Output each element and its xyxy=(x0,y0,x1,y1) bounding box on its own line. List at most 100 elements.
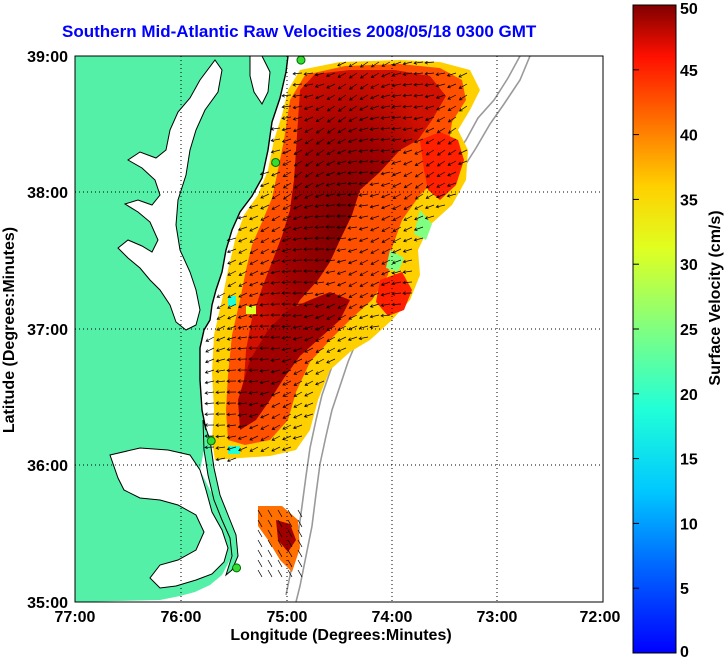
velocity-arrow xyxy=(337,127,347,133)
velocity-arrow xyxy=(314,247,325,251)
velocity-arrow xyxy=(281,347,292,352)
velocity-arrow xyxy=(325,292,336,298)
velocity-arrow xyxy=(337,314,347,320)
velocity-arrow xyxy=(413,61,424,65)
velocity-arrow xyxy=(358,203,369,208)
velocity-arrow xyxy=(314,204,325,208)
velocity-arrow xyxy=(414,138,424,144)
velocity-arrow xyxy=(359,72,369,79)
velocity-vectors xyxy=(204,60,468,578)
velocity-arrow xyxy=(259,171,270,176)
velocity-arrow xyxy=(303,72,314,76)
velocity-arrow xyxy=(237,226,248,231)
velocity-arrow xyxy=(457,160,468,166)
velocity-arrow xyxy=(304,138,314,145)
velocity-arrow xyxy=(271,182,281,188)
velocity-arrow xyxy=(248,346,259,350)
velocity-arrow xyxy=(314,269,325,274)
velocity-arrow xyxy=(336,259,347,264)
velocity-arrow xyxy=(337,292,347,298)
velocity-arrow xyxy=(435,72,446,77)
velocity-arrow xyxy=(336,160,347,165)
velocity-arrow xyxy=(249,237,259,243)
velocity-arrow xyxy=(270,259,281,264)
velocity-arrow xyxy=(249,270,259,276)
velocity-arrow xyxy=(270,324,281,328)
velocity-arrow xyxy=(348,314,358,320)
velocity-arrow xyxy=(392,204,402,210)
velocity-arrow xyxy=(370,281,380,287)
velocity-arrow xyxy=(348,127,358,133)
velocity-arrow xyxy=(215,358,226,363)
velocity-arrow xyxy=(458,83,468,89)
velocity-arrow xyxy=(349,83,358,90)
velocity-arrow xyxy=(281,237,292,242)
velocity-arrow xyxy=(297,559,303,568)
velocity-arrow xyxy=(424,60,435,65)
velocity-arrow xyxy=(248,292,259,297)
velocity-arrow xyxy=(281,248,292,253)
y-tick-label: 38:00 xyxy=(27,185,68,202)
velocity-arrow xyxy=(249,248,259,254)
velocity-arrow xyxy=(348,281,358,287)
velocity-arrow xyxy=(413,105,424,109)
velocity-arrow xyxy=(359,303,369,309)
velocity-arrow xyxy=(358,181,369,186)
y-tick-label: 39:00 xyxy=(27,49,68,66)
velocity-arrow xyxy=(204,369,215,374)
velocity-arrow xyxy=(370,259,380,265)
velocity-arrow xyxy=(380,126,391,131)
velocity-arrow xyxy=(358,149,369,153)
velocity-arrow xyxy=(260,446,270,452)
velocity-arrow xyxy=(358,170,369,175)
velocity-arrow xyxy=(304,127,314,133)
velocity-arrow xyxy=(369,182,380,187)
velocity-arrow xyxy=(303,291,314,296)
velocity-arrow xyxy=(270,127,281,131)
velocity-arrow xyxy=(271,226,281,232)
velocity-arrow xyxy=(424,204,435,210)
velocity-arrow xyxy=(293,193,303,200)
velocity-arrow xyxy=(403,171,413,177)
velocity-arrow xyxy=(287,559,293,568)
velocity-arrow xyxy=(270,291,281,296)
velocity-arrow xyxy=(347,171,358,175)
velocity-arrow xyxy=(447,138,457,145)
velocity-arrow xyxy=(282,149,292,155)
velocity-arrow xyxy=(424,71,435,76)
velocity-arrow xyxy=(248,303,259,308)
velocity-arrow xyxy=(369,127,380,131)
velocity-arrow xyxy=(226,248,237,254)
velocity-arrow xyxy=(248,324,259,329)
velocity-arrow xyxy=(337,83,347,90)
velocity-arrow xyxy=(326,336,336,342)
velocity-arrow xyxy=(303,247,314,252)
velocity-arrow xyxy=(369,193,380,198)
velocity-arrow xyxy=(267,539,273,548)
velocity-arrow xyxy=(281,104,292,109)
velocity-arrow xyxy=(347,214,358,219)
velocity-arrow xyxy=(292,291,303,296)
velocity-arrow xyxy=(303,105,314,110)
velocity-arrow xyxy=(326,116,336,123)
velocity-arrow xyxy=(249,446,259,452)
velocity-arrow xyxy=(281,313,292,318)
velocity-arrow xyxy=(315,325,325,331)
velocity-arrow xyxy=(305,160,314,167)
velocity-arrow xyxy=(292,302,303,307)
velocity-arrow xyxy=(369,215,380,220)
velocity-arrow xyxy=(271,435,281,441)
velocity-arrow xyxy=(282,391,292,397)
velocity-arrow xyxy=(315,171,325,177)
velocity-arrow xyxy=(226,357,237,362)
velocity-arrow xyxy=(380,116,391,120)
velocity-arrow xyxy=(270,335,281,340)
velocity-arrow xyxy=(238,237,248,243)
velocity-arrow xyxy=(437,149,446,156)
velocity-arrow xyxy=(325,203,336,208)
velocity-arrow xyxy=(380,148,391,153)
velocity-arrow xyxy=(204,423,215,427)
velocity-arrow xyxy=(282,215,292,221)
velocity-arrow xyxy=(248,391,259,395)
velocity-arrow xyxy=(237,314,248,319)
